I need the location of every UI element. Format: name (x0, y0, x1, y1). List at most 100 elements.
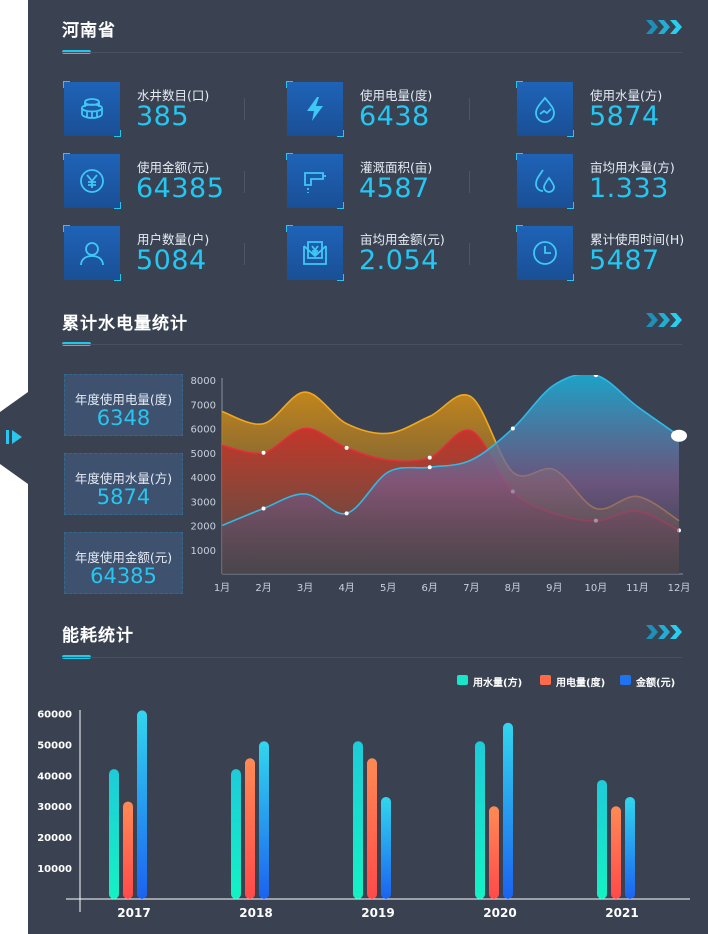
electricity-bar (123, 801, 133, 899)
stat-well-count: 水井数目(口) 385 (63, 81, 264, 138)
stat-value: 5084 (136, 245, 207, 276)
y-tick-label: 60000 (37, 709, 72, 720)
stat-icon-box (63, 225, 121, 281)
stat-icon-box (516, 225, 574, 281)
electricity-bar (489, 806, 499, 899)
money-bar (259, 741, 269, 899)
data-point (427, 455, 432, 460)
stat-total-time: 累计使用时间(H) 5487 (516, 225, 708, 282)
money-bar (503, 722, 513, 899)
stat-icon-box (286, 153, 344, 209)
x-tick-label: 12月 (668, 582, 691, 594)
stat-label: 灌溉面积(亩) (360, 160, 433, 175)
water-bar (231, 769, 241, 899)
section-title-province: 河南省 (62, 21, 116, 41)
data-point (261, 506, 266, 511)
y-tick-label: 3000 (191, 497, 216, 508)
money-bar (625, 796, 635, 899)
stat-label: 亩均用水量(方) (590, 160, 675, 175)
water-bar (109, 769, 119, 899)
stat-value: 385 (136, 101, 190, 132)
yen-coin-icon (80, 169, 104, 193)
yearly-label: 年度使用金额(元) (74, 550, 173, 565)
data-point (344, 511, 349, 516)
energy-bar-chart: 10000 20000 30000 40000 50000 60000 2017 2018 20… (37, 709, 690, 920)
x-tick-label: 2020 (483, 906, 516, 920)
water-bar (353, 741, 363, 899)
stat-label: 使用电量(度) (360, 88, 433, 103)
stat-label: 使用金额(元) (137, 160, 210, 175)
water-bar (475, 741, 485, 899)
data-point (261, 450, 266, 455)
x-tick-label: 7月 (463, 582, 479, 594)
data-point (593, 375, 598, 378)
blue-series-area (222, 375, 679, 574)
electricity-bar (367, 758, 377, 899)
stat-icon-box (63, 81, 121, 137)
x-tick-label: 2月 (255, 582, 271, 594)
stat-separator (244, 243, 245, 265)
electricity-bar (245, 758, 255, 899)
stat-label: 使用水量(方) (590, 88, 663, 103)
stat-label: 用户数量(户) (137, 232, 210, 247)
user-icon (80, 242, 104, 266)
stat-label: 水井数目(口) (137, 88, 210, 103)
triple-chevron-icon (646, 313, 682, 327)
x-tick-label: 8月 (505, 582, 521, 594)
stat-value: 6438 (359, 101, 430, 132)
side-panel-toggle[interactable] (0, 392, 28, 484)
stat-money-used: 使用金额(元) 64385 (63, 153, 264, 210)
stat-value: 5487 (589, 245, 660, 276)
legend-swatch-money (620, 675, 631, 685)
stat-value: 2.054 (359, 245, 439, 276)
stat-water-per-mu: 亩均用水量(方) 1.333 (516, 153, 708, 210)
yearly-label: 年度使用水量(方) (74, 471, 173, 486)
stat-value: 1.333 (589, 173, 669, 204)
stat-value: 5874 (589, 101, 660, 132)
legend-swatch-water (457, 675, 468, 685)
section-divider (62, 52, 682, 53)
stat-icon-box (286, 225, 344, 281)
y-tick-label: 1000 (191, 546, 216, 557)
toggle-bar-icon (6, 430, 9, 444)
yearly-money-card: 年度使用金额(元) 64385 (64, 532, 183, 594)
stat-separator (244, 171, 245, 193)
y-tick-label: 30000 (37, 802, 72, 813)
y-tick-label: 20000 (37, 833, 72, 844)
stat-icon-box (63, 153, 121, 209)
y-tick-label: 10000 (37, 864, 72, 875)
y-tick-label: 50000 (37, 740, 72, 751)
x-tick-label: 1月 (214, 582, 230, 594)
x-tick-label: 2017 (117, 906, 150, 920)
water-bar (597, 779, 607, 899)
stat-label: 累计使用时间(H) (590, 232, 685, 247)
triple-chevron-icon (646, 20, 682, 34)
play-arrow-icon (12, 430, 22, 444)
x-tick-label: 9月 (546, 582, 562, 594)
legend-label-electricity: 用电量(度) (556, 678, 606, 689)
stat-icon-box (286, 81, 344, 137)
x-tick-label: 10月 (585, 582, 608, 594)
stat-user-count: 用户数量(户) 5084 (63, 225, 264, 282)
x-tick-label: 3月 (297, 582, 313, 594)
lightning-icon (307, 97, 323, 121)
cumulative-area-chart: 1000 2000 3000 4000 5000 6000 7000 8000 1月 2月 3月 4月… (191, 375, 691, 594)
section-title-energy: 能耗统计 (62, 626, 134, 646)
droplets-icon (535, 169, 555, 193)
x-tick-label: 2018 (239, 906, 272, 920)
water-drop-icon (535, 96, 555, 123)
section-divider (62, 657, 682, 658)
x-tick-label: 6月 (422, 582, 438, 594)
clock-icon (533, 241, 557, 265)
y-tick-label: 6000 (191, 425, 216, 436)
yearly-value: 64385 (90, 564, 157, 588)
stat-separator (469, 243, 470, 265)
x-tick-label: 11月 (626, 582, 649, 594)
data-point (427, 465, 432, 470)
stat-money-per-mu: 亩均用金额(元) 2.054 (286, 225, 487, 282)
section-title-cumulative: 累计水电量统计 (62, 314, 188, 334)
stat-separator (469, 98, 470, 120)
well-icon (81, 98, 103, 119)
yearly-water-card: 年度使用水量(方) 5874 (64, 453, 183, 515)
yearly-value: 6348 (96, 406, 151, 430)
